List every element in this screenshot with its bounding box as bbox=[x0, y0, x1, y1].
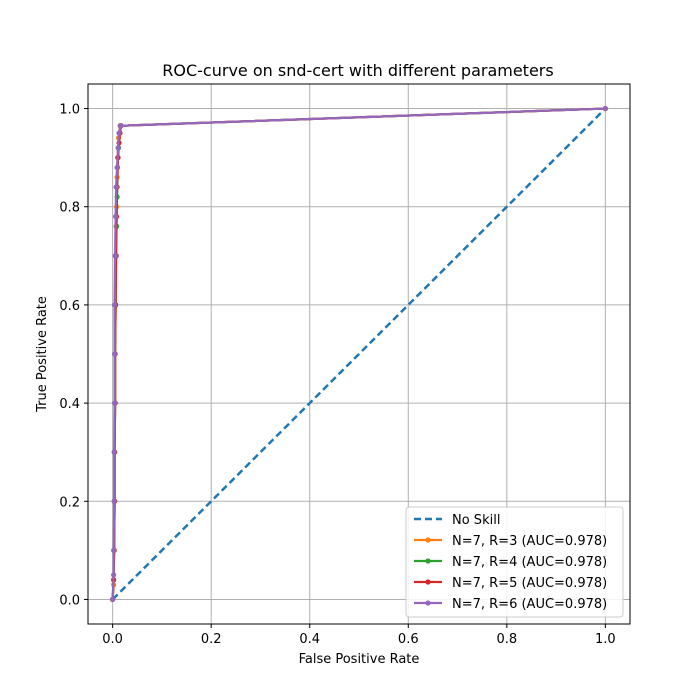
legend-marker bbox=[425, 537, 431, 543]
x-axis-label: False Positive Rate bbox=[299, 652, 420, 667]
data-point bbox=[116, 130, 122, 136]
x-tick-label: 0.4 bbox=[299, 632, 320, 647]
x-tick-label: 0.0 bbox=[102, 632, 123, 647]
data-point bbox=[112, 302, 118, 308]
series-line bbox=[111, 107, 606, 600]
legend-item: N=7, R=4 (AUC=0.978) bbox=[414, 555, 607, 570]
data-point bbox=[111, 547, 117, 553]
data-point bbox=[111, 572, 117, 578]
data-point bbox=[111, 498, 117, 504]
legend-label: N=7, R=4 (AUC=0.978) bbox=[452, 555, 607, 570]
legend-marker bbox=[425, 558, 431, 564]
y-tick-label: 0.6 bbox=[59, 299, 80, 314]
legend: No Skill N=7, R=3 (AUC=0.978) N=7, R=4 (AU… bbox=[405, 506, 624, 618]
series-0 bbox=[111, 107, 607, 601]
data-point bbox=[111, 449, 117, 455]
legend-label: N=7, R=5 (AUC=0.978) bbox=[452, 576, 607, 591]
x-tick-label: 0.8 bbox=[496, 632, 517, 647]
data-point bbox=[112, 253, 118, 259]
legend-label: No Skill bbox=[452, 513, 500, 528]
data-point bbox=[114, 164, 120, 171]
legend-item: N=7, R=6 (AUC=0.978) bbox=[414, 597, 607, 612]
x-tick-label: 0.6 bbox=[398, 632, 419, 647]
y-axis-label: True Positive Rate bbox=[35, 296, 50, 413]
series-layer bbox=[110, 105, 608, 603]
x-tick-label: 1.0 bbox=[595, 632, 616, 647]
y-tick-label: 0.2 bbox=[59, 495, 80, 510]
data-point bbox=[602, 105, 608, 112]
y-axis-ticks: 0.0 0.2 0.4 0.6 0.8 1.0 bbox=[59, 103, 88, 608]
data-point bbox=[117, 123, 124, 129]
data-point bbox=[112, 213, 119, 220]
data-point bbox=[115, 145, 121, 151]
legend-label: N=7, R=6 (AUC=0.978) bbox=[452, 597, 607, 612]
legend-label: N=7, R=3 (AUC=0.978) bbox=[452, 534, 607, 549]
legend-item: N=7, R=5 (AUC=0.978) bbox=[414, 576, 607, 591]
plot-frame bbox=[87, 83, 631, 625]
data-point bbox=[112, 351, 118, 357]
data-point bbox=[113, 184, 119, 190]
y-tick-label: 1.0 bbox=[59, 103, 80, 118]
y-tick-label: 0.4 bbox=[59, 397, 80, 412]
series-4 bbox=[110, 105, 608, 603]
y-tick-label: 0.0 bbox=[59, 593, 80, 608]
legend-marker bbox=[425, 579, 431, 585]
x-axis-ticks: 0.0 0.2 0.4 0.6 0.8 1.0 bbox=[102, 624, 616, 647]
legend-box bbox=[405, 506, 624, 618]
data-point bbox=[110, 596, 116, 603]
x-tick-label: 0.2 bbox=[201, 632, 222, 647]
legend-item: No Skill bbox=[414, 513, 500, 528]
legend-marker bbox=[425, 600, 431, 606]
series-line bbox=[111, 107, 607, 601]
chart-title: ROC-curve on snd-cert with different par… bbox=[162, 61, 553, 80]
legend-item: N=7, R=3 (AUC=0.978) bbox=[414, 534, 607, 549]
y-tick-label: 0.8 bbox=[59, 201, 80, 216]
data-point bbox=[112, 400, 118, 406]
